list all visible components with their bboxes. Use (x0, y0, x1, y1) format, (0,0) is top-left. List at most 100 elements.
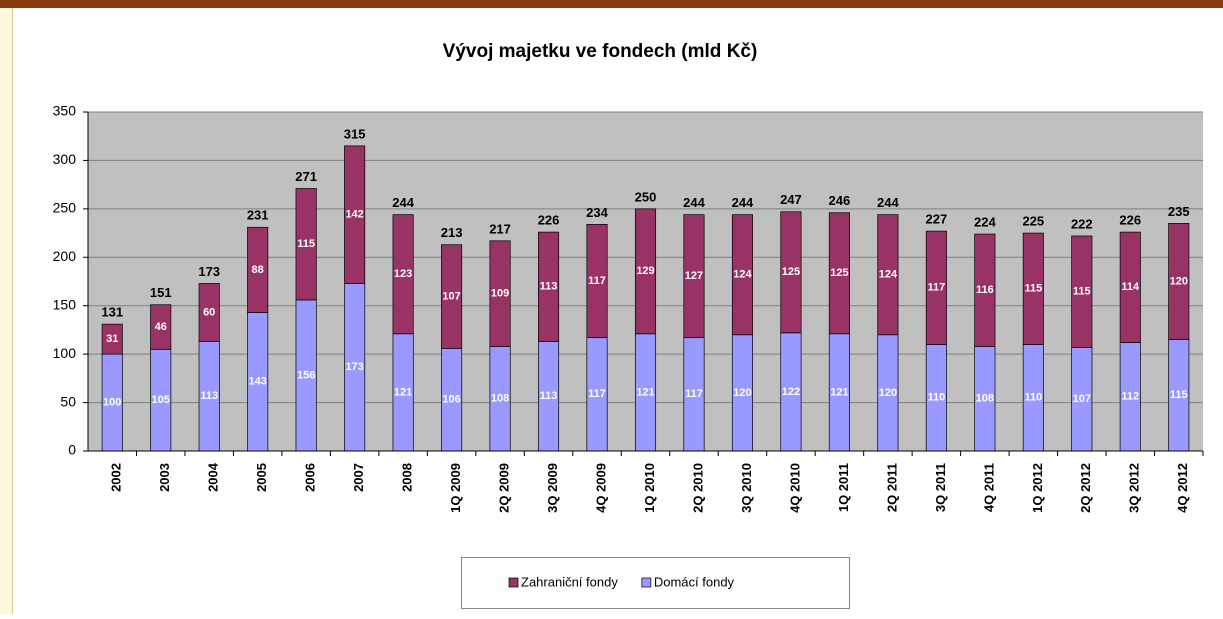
x-tick-label: 1Q 2009 (448, 463, 463, 513)
x-tick-label: 1Q 2010 (642, 463, 657, 513)
segment-label: 100 (103, 396, 121, 408)
left-strip (0, 8, 12, 614)
total-label: 244 (683, 195, 705, 210)
segment-label: 115 (297, 238, 315, 250)
total-label: 224 (974, 214, 996, 229)
total-label: 271 (295, 169, 317, 184)
x-tick-label: 2Q 2009 (497, 463, 512, 513)
segment-label: 125 (782, 266, 800, 278)
total-label: 131 (101, 305, 123, 320)
bar-segment (392, 214, 414, 335)
legend-swatch (508, 577, 519, 588)
segment-label: 120 (879, 387, 897, 399)
segment-label: 105 (152, 394, 170, 406)
bar-segment (1022, 232, 1044, 345)
segment-label: 108 (976, 393, 994, 405)
segment-label: 123 (394, 268, 412, 280)
segment-label: 31 (106, 333, 118, 345)
bar-segment (780, 211, 802, 334)
bar-segment (247, 226, 269, 313)
x-tick-label: 2Q 2012 (1078, 463, 1093, 513)
total-label: 226 (538, 213, 560, 228)
x-tick-label: 3Q 2009 (545, 463, 560, 513)
segment-label: 129 (636, 265, 654, 277)
y-tick-label: 350 (53, 103, 77, 119)
legend-label: Domácí fondy (654, 574, 735, 589)
bar-segment (198, 283, 220, 342)
segment-label: 113 (540, 390, 558, 402)
total-label: 151 (150, 285, 172, 300)
total-label: 235 (1168, 204, 1190, 219)
total-label: 315 (344, 126, 366, 141)
bar-segment (828, 212, 850, 335)
x-tick-label: 4Q 2010 (787, 463, 802, 513)
total-label: 217 (489, 221, 511, 236)
x-tick-label: 2Q 2010 (690, 463, 705, 513)
x-tick-label: 4Q 2012 (1175, 463, 1190, 513)
total-label: 227 (926, 212, 948, 227)
y-tick-label: 300 (53, 151, 77, 167)
segment-label: 106 (442, 394, 460, 406)
x-tick-label: 4Q 2009 (593, 463, 608, 513)
legend-label: Zahraniční fondy (521, 574, 618, 589)
bar-segment (1119, 231, 1141, 343)
segment-label: 115 (1170, 389, 1188, 401)
x-tick-label: 2002 (109, 463, 124, 492)
bar-segment (150, 304, 172, 350)
total-label: 231 (247, 208, 269, 223)
legend (461, 557, 850, 609)
total-label: 213 (441, 225, 463, 240)
segment-label: 110 (1024, 392, 1042, 404)
segment-label: 125 (830, 267, 848, 279)
segment-label: 121 (636, 386, 654, 398)
chart-title: Vývoj majetku ve fondech (mld Kč) (443, 41, 758, 62)
segment-label: 142 (345, 209, 363, 221)
segment-label: 115 (1073, 286, 1091, 298)
bar-segment (441, 244, 463, 349)
segment-label: 117 (588, 388, 606, 400)
total-label: 173 (198, 264, 220, 279)
x-tick-label: 2005 (254, 463, 269, 492)
segment-label: 46 (155, 321, 167, 333)
total-label: 244 (732, 195, 754, 210)
y-tick-label: 100 (53, 345, 77, 361)
x-tick-label: 2004 (206, 462, 221, 492)
segment-label: 116 (976, 284, 994, 296)
segment-label: 120 (1170, 275, 1188, 287)
total-label: 244 (877, 195, 899, 210)
bar-segment (634, 208, 657, 335)
segment-label: 156 (297, 369, 315, 381)
segment-label: 115 (1024, 283, 1042, 295)
segment-label: 112 (1121, 391, 1139, 403)
segment-label: 109 (491, 288, 509, 300)
x-tick-label: 3Q 2012 (1127, 463, 1142, 513)
x-tick-label: 3Q 2011 (933, 463, 948, 512)
total-label: 246 (829, 193, 851, 208)
bar-segment (489, 240, 511, 347)
total-label: 247 (780, 192, 802, 207)
x-tick-label: 2008 (400, 463, 415, 492)
segment-label: 107 (442, 290, 460, 302)
x-tick-label: 1Q 2012 (1030, 463, 1045, 513)
bar-segment (1168, 223, 1190, 340)
segment-label: 107 (1073, 393, 1091, 405)
bar-segment (586, 224, 608, 339)
x-tick-label: 2Q 2011 (884, 463, 899, 512)
bar-segment (683, 214, 705, 339)
segment-label: 122 (782, 386, 800, 398)
top-bar (0, 0, 1223, 8)
x-tick-label: 1Q 2011 (836, 463, 851, 512)
x-tick-label: 2003 (157, 463, 172, 492)
segment-label: 121 (830, 386, 848, 398)
segment-label: 120 (733, 387, 751, 399)
x-tick-label: 2007 (351, 463, 366, 492)
bar-segment (101, 323, 123, 355)
segment-label: 117 (588, 275, 606, 287)
bar-segment (344, 145, 366, 284)
total-label: 222 (1071, 216, 1093, 231)
bar-segment (925, 230, 947, 345)
segment-label: 117 (927, 282, 945, 294)
segment-label: 124 (733, 269, 752, 281)
total-label: 234 (586, 205, 608, 220)
